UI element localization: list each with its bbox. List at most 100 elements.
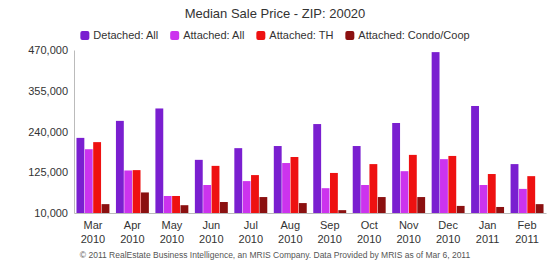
x-tick: Nov2010 — [396, 213, 420, 245]
x-axis: Mar2010 Apr2010 May2010 Jun2010 Jul2010 Aug20… — [75, 213, 547, 245]
chart: Median Sale Price - ZIP: 20020 10,000 125,… — [0, 0, 550, 261]
y-tick-label: 470,000 — [28, 44, 68, 56]
bar — [282, 163, 290, 213]
x-tick-label: Jun2010 — [199, 219, 223, 245]
legend-swatch — [256, 31, 265, 40]
x-tick: Dec2010 — [436, 213, 460, 245]
bar — [392, 123, 400, 213]
bar — [85, 149, 93, 213]
bar — [353, 146, 361, 213]
x-tick-label: Sep2010 — [317, 219, 341, 245]
bar — [536, 204, 544, 213]
x-tick-label: Apr2010 — [120, 219, 144, 245]
x-tick-label: Jan2011 — [476, 219, 500, 245]
legend-swatch — [345, 31, 354, 40]
bar — [322, 188, 330, 213]
x-tick: Sep2010 — [317, 213, 341, 245]
y-axis: 10,000 125,000 240,000 355,000 470,000 — [28, 44, 74, 219]
bar — [313, 124, 321, 213]
bar — [203, 185, 211, 213]
legend-item: Attached: All — [170, 29, 244, 41]
bar — [76, 138, 84, 213]
x-tick: Oct2010 — [357, 213, 381, 245]
legend-swatch — [80, 31, 89, 40]
x-tick-label: May2010 — [160, 219, 184, 245]
y-tick: 240,000 — [28, 126, 74, 138]
bar — [212, 166, 220, 213]
bar — [519, 189, 527, 213]
bar — [496, 207, 504, 213]
x-tick-label: Oct2010 — [357, 219, 381, 245]
legend-label: Detached: All — [93, 29, 158, 41]
y-tick-label: 10,000 — [34, 207, 68, 219]
x-tick: Mar2010 — [81, 213, 105, 245]
bar — [102, 204, 110, 213]
bar — [361, 185, 369, 213]
bar — [401, 171, 409, 213]
y-tick: 10,000 — [34, 207, 74, 219]
bar — [259, 197, 267, 213]
bar — [274, 146, 282, 213]
x-tick: Jul2010 — [239, 213, 263, 245]
bar — [164, 196, 172, 213]
x-tick-label: Jul2010 — [239, 219, 263, 245]
y-tick-label: 355,000 — [28, 85, 68, 97]
bar — [141, 192, 149, 213]
bar — [116, 121, 124, 213]
bar — [251, 175, 259, 213]
legend-label: Attached: TH — [269, 29, 333, 41]
bar — [457, 206, 465, 213]
bar — [299, 203, 307, 213]
bar — [369, 164, 377, 213]
bars — [76, 52, 543, 213]
x-tick-label: Aug2010 — [278, 219, 302, 245]
bar — [409, 155, 417, 213]
legend-label: Attached: Condo/Coop — [358, 29, 469, 41]
bar — [234, 148, 242, 213]
x-tick: Jun2010 — [199, 213, 223, 245]
bar — [511, 164, 519, 213]
bar — [448, 156, 456, 213]
bar — [378, 197, 386, 213]
y-tick: 125,000 — [28, 166, 74, 178]
bar — [220, 202, 228, 213]
x-tick: Apr2010 — [120, 213, 144, 245]
legend-swatch — [170, 31, 179, 40]
bar — [172, 196, 180, 213]
y-tick: 470,000 — [28, 44, 74, 56]
plot: 10,000 125,000 240,000 355,000 470,000 Mar201… — [28, 44, 546, 245]
bar — [133, 170, 141, 213]
bar — [93, 142, 101, 213]
series — [76, 52, 518, 213]
y-axis-line — [74, 51, 75, 214]
legend-item: Attached: TH — [256, 29, 333, 41]
bar — [440, 159, 448, 213]
bar — [180, 205, 188, 213]
y-tick-label: 125,000 — [28, 166, 68, 178]
x-tick: Feb2011 — [515, 213, 539, 245]
series — [85, 149, 527, 213]
bar — [338, 210, 346, 213]
x-tick: May2010 — [160, 213, 184, 245]
x-tick-label: Feb2011 — [515, 219, 539, 245]
x-tick: Aug2010 — [278, 213, 302, 245]
bar — [195, 160, 203, 213]
bar — [155, 108, 163, 213]
bar — [527, 176, 535, 213]
title: Median Sale Price - ZIP: 20020 — [185, 6, 366, 21]
bar — [243, 181, 251, 213]
legend-item: Attached: Condo/Coop — [345, 29, 469, 41]
bar — [330, 173, 338, 213]
bar — [479, 185, 487, 213]
series — [102, 192, 544, 213]
bar — [124, 170, 132, 213]
bar — [417, 197, 425, 213]
bar — [432, 52, 440, 213]
bar — [291, 157, 299, 213]
bar — [488, 174, 496, 213]
x-tick-label: Nov2010 — [396, 219, 420, 245]
legend: Detached: All Attached: All Attached: TH At… — [80, 29, 469, 41]
bar — [471, 106, 479, 213]
y-tick: 355,000 — [28, 85, 74, 97]
x-tick: Jan2011 — [476, 213, 500, 245]
